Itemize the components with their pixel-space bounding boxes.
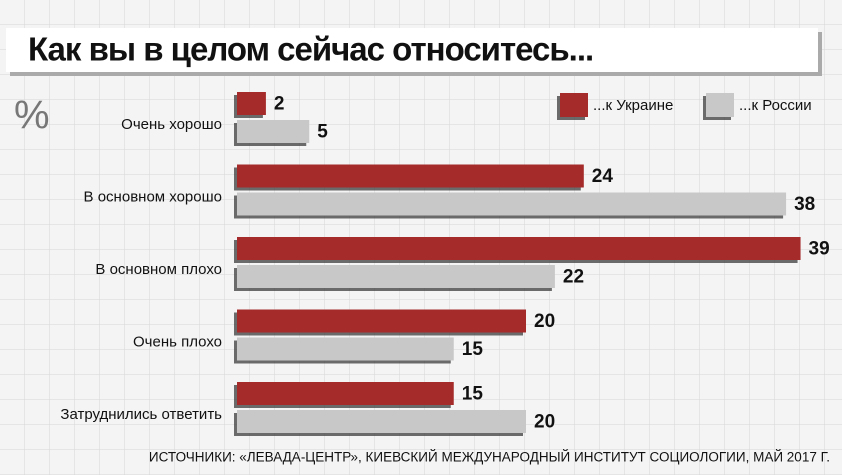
legend-label: ...к Украине [593, 97, 673, 114]
value-label: 20 [534, 412, 555, 433]
value-label: 15 [462, 384, 484, 405]
category-label: Очень плохо [133, 333, 222, 350]
value-label: 5 [317, 122, 328, 143]
bar [237, 382, 454, 405]
value-label: 20 [534, 311, 555, 332]
value-label: 38 [794, 194, 815, 215]
category-label: Затруднились ответить [60, 406, 222, 423]
category-label: В основном плохо [95, 261, 222, 278]
bar [237, 237, 801, 260]
chart-title: Как вы в целом сейчас относитесь... [28, 31, 593, 68]
unit-label: % [14, 94, 50, 138]
legend-swatch [560, 93, 588, 117]
legend-label: ...к России [739, 97, 812, 114]
category-label: Очень хорошо [121, 116, 222, 133]
title-box [6, 28, 818, 72]
bar [237, 92, 266, 115]
source: ИСТОЧНИКИ: «ЛЕВАДА-ЦЕНТР», КИЕВСКИЙ МЕЖД… [149, 450, 830, 465]
value-label: 2 [274, 94, 285, 115]
value-label: 24 [592, 166, 614, 187]
category-label: В основном хорошо [84, 188, 222, 205]
bar [237, 120, 310, 143]
bar [237, 164, 584, 188]
legend-swatch [706, 93, 734, 117]
bar [237, 192, 787, 216]
value-label: 39 [809, 239, 830, 260]
value-label: 22 [563, 267, 584, 288]
value-label: 15 [462, 339, 484, 360]
bar [237, 309, 526, 333]
bar [237, 337, 454, 361]
bar [237, 265, 555, 288]
bar [237, 410, 526, 433]
